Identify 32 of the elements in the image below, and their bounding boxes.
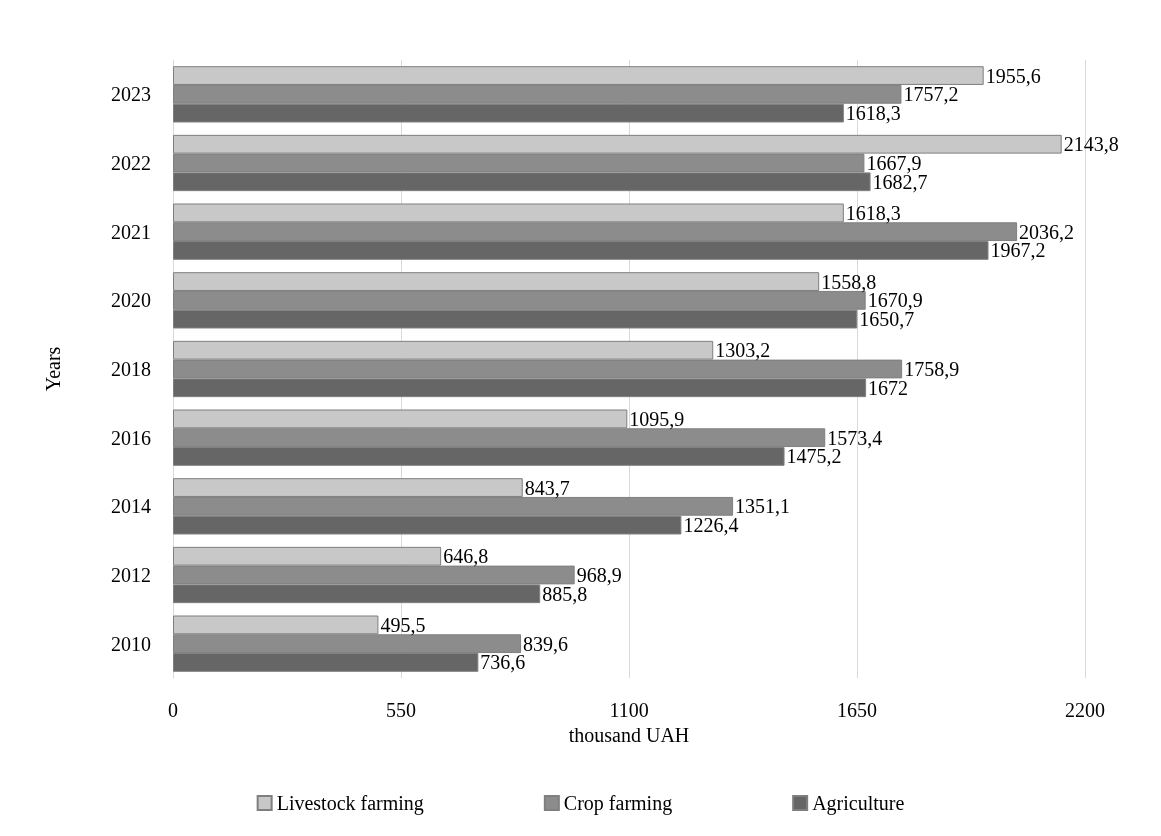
x-tick-label: 1100 [609,699,649,721]
y-tick-label: 2018 [111,358,151,380]
legend-label: Agriculture [812,792,905,815]
data-label: 2143,8 [1063,133,1119,156]
y-tick-label: 2010 [111,632,151,655]
x-tick-label: 2200 [1065,699,1105,721]
x-axis-title: thousand UAH [568,723,690,746]
x-tick-label: 1650 [837,699,877,721]
legend-label: Livestock farming [276,792,424,815]
data-label: 1618,3 [845,201,901,224]
data-label: 1303,2 [715,339,771,362]
data-label: 1955,6 [985,64,1041,87]
data-label: 1757,2 [903,83,959,106]
y-axis-title: Years [42,346,64,392]
y-tick-label: 2020 [111,289,151,312]
data-label: 495,5 [380,613,426,636]
data-label: 646,8 [443,545,489,568]
y-tick-label: 2023 [111,83,151,106]
data-label: 1095,9 [629,407,685,430]
y-tick-label: 2012 [111,564,151,586]
x-tick-label: 0 [168,699,178,721]
y-tick-label: 2021 [111,220,151,243]
x-tick-label: 550 [386,699,416,721]
data-label: 1667,9 [866,152,922,174]
data-label: 839,6 [523,632,569,655]
y-tick-label: 2016 [111,426,151,449]
legend-label: Crop farming [563,792,673,815]
y-tick-label: 2022 [111,152,151,174]
data-label: 843,7 [524,476,570,499]
y-tick-label: 2014 [111,495,151,518]
data-label: 736,6 [480,651,526,674]
data-label: 1618,3 [845,102,901,125]
